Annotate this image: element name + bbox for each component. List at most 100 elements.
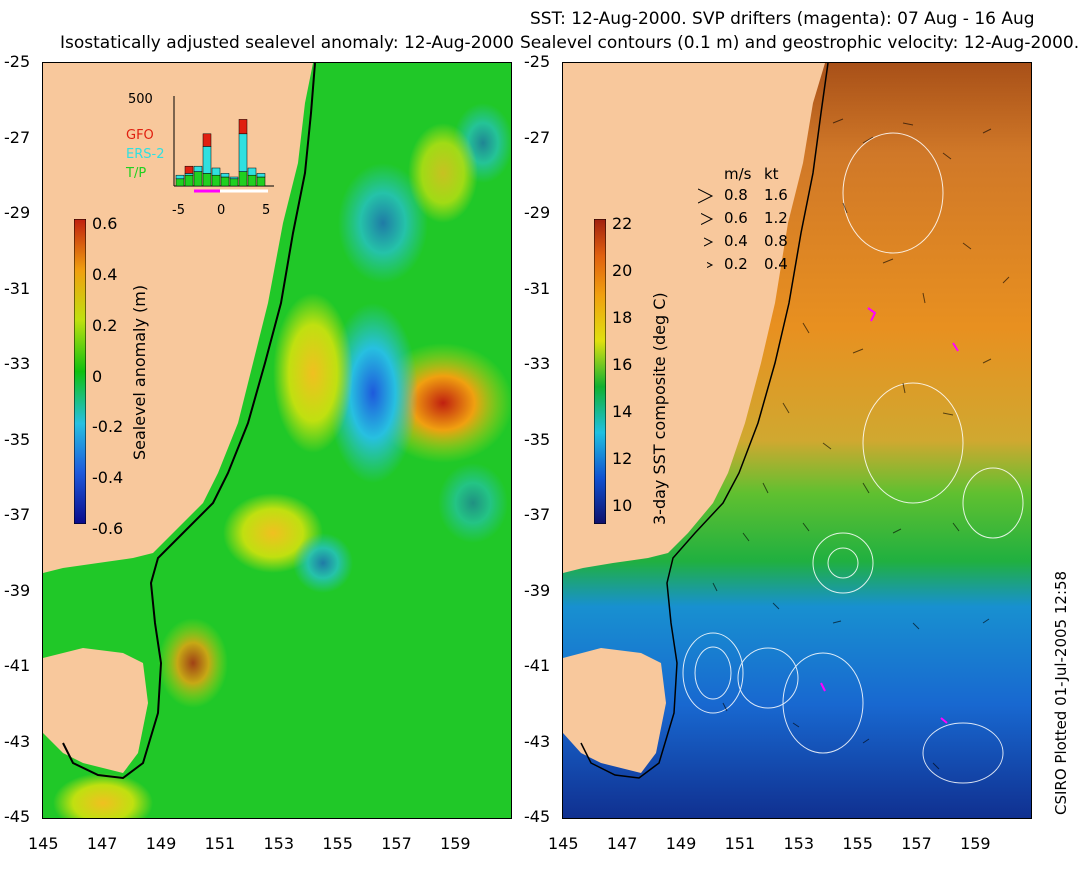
- latitude-tick-label: -33: [524, 354, 551, 373]
- longitude-tick-label: 155: [322, 834, 353, 853]
- latitude-tick-label: -43: [524, 731, 551, 751]
- sealevel-colorbar-tick: 0.4: [92, 264, 118, 284]
- longitude-tick-label: 157: [901, 834, 932, 853]
- latitude-tick-label: -41: [4, 656, 31, 675]
- plot-credit: CSIRO Plotted 01-Jul-2005 12:58: [1052, 570, 1070, 815]
- tasmania-landmass: [563, 648, 666, 773]
- inset-bar-ers: [220, 173, 230, 178]
- inset-x-tick: -5: [172, 203, 185, 218]
- inset-y-tick: 500: [128, 92, 153, 107]
- latitude-tick-label: -31: [524, 278, 551, 298]
- longitude-tick-label: 153: [263, 834, 295, 853]
- velocity-arrow-icon: [697, 188, 714, 208]
- latitude-tick-label: -27: [524, 127, 551, 147]
- velocity-header-ms: m/s: [724, 165, 752, 183]
- velocity-value-kt: 0.8: [764, 232, 788, 250]
- inset-bar-tp: [184, 174, 194, 187]
- inset-bar-tp: [238, 171, 248, 187]
- sst-colorbar: [594, 219, 606, 524]
- sealevel-contours: [682, 132, 1024, 784]
- left-map-title: Isostatically adjusted sealevel anomaly:…: [60, 33, 514, 53]
- anomaly-features: [53, 103, 511, 818]
- velocity-arrow-icon: [703, 234, 714, 254]
- velocity-arrow-icon: [700, 211, 714, 231]
- sealevel-anomaly-map: [42, 62, 512, 819]
- sealevel-colorbar-tick: -0.2: [92, 417, 124, 437]
- inset-bar-ers: [184, 173, 194, 176]
- latitude-tick-label: -29: [524, 203, 551, 222]
- inset-bar-ers: [256, 173, 266, 178]
- sealevel-colorbar: [74, 219, 86, 524]
- cold-anomaly-north: [338, 163, 428, 283]
- sealevel-colorbar-tick: 0: [92, 366, 103, 386]
- sst-colorbar-label: 3-day SST composite (deg C): [650, 292, 669, 525]
- velocity-value-ms: 0.2: [724, 255, 748, 273]
- inset-x-tick: 0: [217, 203, 226, 218]
- longitude-tick-label: 145: [548, 834, 579, 853]
- velocity-value-kt: 1.2: [764, 209, 788, 227]
- tasmania-landmass: [43, 648, 148, 773]
- velocity-vectors: [712, 118, 1010, 770]
- longitude-tick-label: 147: [606, 834, 638, 853]
- longitude-tick-label: 159: [960, 834, 991, 853]
- sst-colorbar-tick: 16: [612, 354, 633, 374]
- inset-bar-ers: [193, 165, 203, 172]
- latitude-tick-label: -25: [524, 52, 551, 71]
- latitude-tick-label: -39: [524, 580, 551, 600]
- sst-colorbar-tick: 10: [612, 495, 633, 515]
- longitude-tick-label: 147: [86, 834, 118, 853]
- latitude-tick-label: -35: [4, 429, 31, 449]
- sst-colorbar-tick: 14: [612, 401, 633, 421]
- longitude-tick-label: 155: [842, 834, 873, 853]
- inset-bar-tp: [247, 174, 257, 187]
- velocity-value-ms: 0.6: [724, 209, 748, 227]
- inset-bar-ers: [202, 146, 212, 174]
- sst-colorbar-tick: 20: [612, 260, 633, 280]
- latitude-tick-label: -45: [524, 807, 551, 826]
- sealevel-colorbar-tick: -0.4: [92, 468, 124, 488]
- sst-colorbar-tick: 22: [612, 214, 633, 233]
- inset-bar-tp: [175, 178, 185, 187]
- inset-bar-gfo: [238, 119, 248, 135]
- latitude-tick-label: -45: [4, 807, 31, 826]
- sealevel-colorbar-tick: 0.2: [92, 315, 118, 335]
- inset-bar-ers: [238, 133, 248, 172]
- shelf-contour: [580, 63, 829, 779]
- shelf-contour: [62, 63, 316, 780]
- velocity-value-kt: 0.4: [764, 255, 788, 273]
- velocity-value-kt: 1.6: [764, 186, 788, 204]
- right-map-title-line2: Sealevel contours (0.1 m) and geostrophi…: [520, 33, 1080, 53]
- australia-landmass: [563, 63, 825, 573]
- velocity-arrow-icon: [706, 257, 714, 277]
- sst-colorbar-tick: 18: [612, 307, 633, 327]
- inset-bar-tp: [229, 178, 239, 187]
- velocity-header-kt: kt: [764, 165, 779, 183]
- latitude-tick-label: -25: [4, 52, 31, 71]
- inset-bar-ers: [247, 167, 257, 176]
- latitude-tick-label: -41: [524, 656, 551, 675]
- longitude-tick-label: 153: [783, 834, 815, 853]
- longitude-tick-label: 149: [145, 834, 177, 853]
- inset-histogram: [173, 96, 274, 193]
- sealevel-colorbar-tick: 0.6: [92, 214, 118, 233]
- longitude-tick-label: 151: [724, 834, 756, 853]
- longitude-tick-label: 151: [204, 834, 236, 853]
- svp-drifter-tracks: [820, 307, 959, 724]
- latitude-tick-label: -35: [524, 429, 551, 449]
- legend-ers2: ERS-2: [126, 147, 165, 162]
- inset-bar-ers: [211, 167, 221, 176]
- inset-bar-tp: [211, 174, 221, 187]
- latitude-tick-label: -37: [524, 505, 551, 524]
- sealevel-colorbar-label: Sealevel anomaly (m): [130, 284, 149, 460]
- legend-gfo: GFO: [126, 128, 154, 143]
- warm-anomaly-central: [273, 293, 353, 453]
- latitude-tick-label: -31: [4, 278, 31, 298]
- longitude-tick-label: 149: [665, 834, 697, 853]
- inset-bar-tp: [256, 176, 266, 187]
- velocity-value-ms: 0.8: [724, 186, 748, 204]
- sealevel-colorbar-tick: -0.6: [92, 519, 124, 538]
- inset-bar-gfo: [202, 133, 212, 147]
- inset-bar-tp: [202, 173, 212, 187]
- warm-anomaly-bass: [158, 618, 228, 708]
- inset-bar-gfo: [184, 165, 194, 174]
